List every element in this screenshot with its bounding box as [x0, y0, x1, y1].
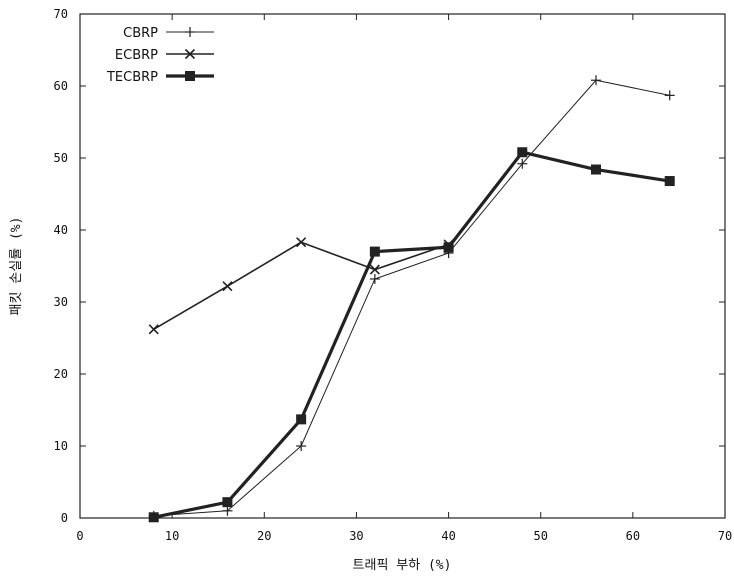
x-tick-label: 60	[626, 529, 640, 543]
y-tick-label: 10	[54, 439, 68, 453]
data-point-tecbrp	[664, 176, 675, 187]
plot-area	[79, 13, 726, 519]
legend-marker	[185, 27, 195, 37]
y-tick-label: 0	[61, 511, 68, 525]
data-point-cbrp	[591, 75, 601, 86]
data-point-tecbrp	[591, 164, 601, 175]
data-point-cbrp	[517, 158, 528, 169]
data-point-tecbrp	[517, 147, 528, 158]
data-point-tecbrp	[148, 512, 159, 523]
x-tick-label: 50	[533, 529, 547, 543]
data-point-ecbrp	[222, 281, 233, 292]
series-line-tecbrp	[153, 150, 670, 519]
y-tick-label: 70	[54, 7, 68, 21]
data-point-tecbrp	[222, 497, 233, 508]
legend-marker	[185, 71, 195, 81]
x-tick-label: 10	[165, 529, 179, 543]
series-tecbrp	[148, 147, 675, 523]
x-axis-title: 트래픽 부하 (%)	[353, 558, 452, 573]
series-cbrp	[148, 75, 675, 521]
data-point-ecbrp	[296, 237, 307, 248]
legend-label: CBRP	[123, 26, 158, 41]
axis-ticks: 0 10 20 30 40 50 60 70 0 10 20 30 40 50 60 70	[54, 7, 733, 543]
x-tick-label: 70	[718, 529, 732, 543]
series-line-cbrp	[153, 79, 670, 517]
y-tick-label: 50	[54, 151, 68, 165]
data-point-cbrp	[296, 441, 307, 451]
data-point-tecbrp	[369, 246, 380, 257]
y-tick-label: 60	[54, 79, 68, 93]
y-tick-label: 30	[54, 295, 68, 309]
legend-label: TECBRP	[106, 70, 158, 85]
legend-item-cbrp: CBRP	[123, 26, 214, 41]
x-tick-label: 20	[257, 529, 271, 543]
legend-item-tecbrp: TECBRP	[106, 70, 214, 85]
legend-item-ecbrp: ECBRP	[115, 48, 214, 63]
y-tick-label: 40	[54, 223, 68, 237]
data-point-tecbrp	[443, 242, 454, 253]
x-tick-label: 40	[441, 529, 455, 543]
data-point-cbrp	[664, 90, 675, 101]
x-tick-label: 0	[76, 529, 83, 543]
legend: CBRP ECBRP TECBRP	[106, 26, 214, 85]
series-line-ecbrp	[153, 241, 449, 331]
x-tick-label: 30	[349, 529, 363, 543]
legend-marker	[184, 48, 196, 60]
y-tick-label: 20	[54, 367, 68, 381]
y-axis-title: 패킷 손실률 (%)	[9, 217, 24, 316]
plot-frame	[79, 13, 726, 519]
series-ecbrp	[148, 237, 454, 335]
series-layer	[148, 75, 675, 523]
legend-label: ECBRP	[115, 48, 158, 63]
data-point-ecbrp	[148, 324, 159, 335]
data-point-tecbrp	[296, 414, 307, 425]
data-point-ecbrp	[369, 264, 380, 275]
data-point-cbrp	[369, 273, 380, 284]
data-point-cbrp	[222, 505, 233, 516]
